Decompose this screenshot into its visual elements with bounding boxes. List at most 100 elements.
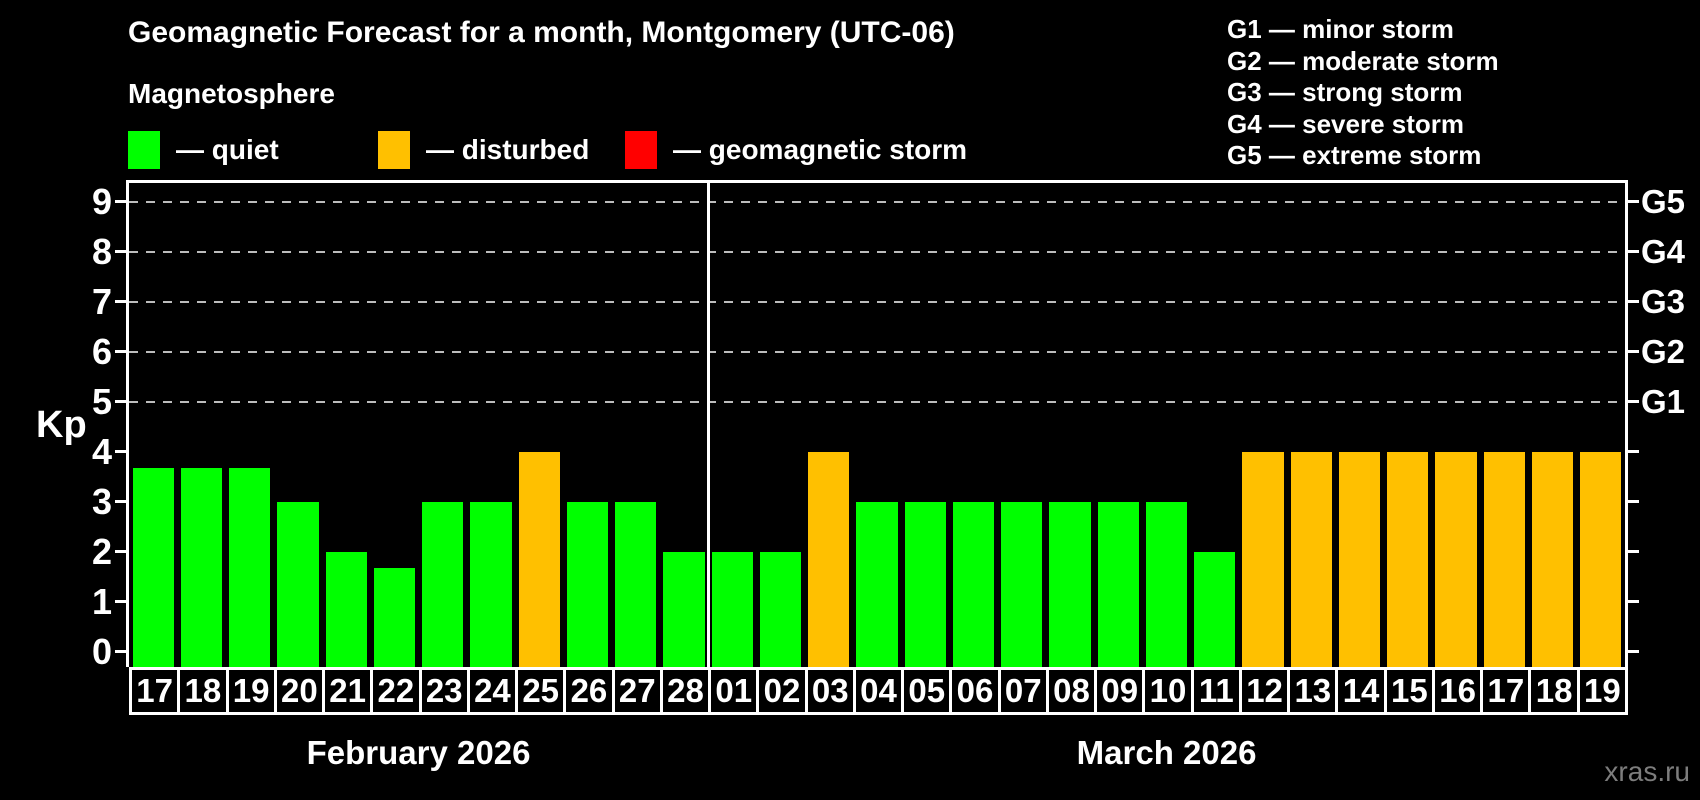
- day-tick-label: 19: [1576, 667, 1628, 715]
- g-level-label: G5: [1641, 182, 1686, 220]
- day-tick-label: 21: [322, 667, 374, 715]
- y-axis-tick: [115, 250, 129, 253]
- day-tick-label: 14: [1335, 667, 1387, 715]
- gridline-kp-9: [129, 200, 1625, 203]
- kp-bar-march-06: [952, 501, 995, 667]
- y-tick-label: 9: [91, 180, 112, 222]
- g-level-label: G3: [1641, 282, 1686, 320]
- kp-bar-march-05: [904, 501, 946, 667]
- g-level-label: G1: [1641, 382, 1686, 420]
- kp-bar-february-17: [132, 468, 174, 667]
- day-tick-label: 25: [515, 667, 567, 715]
- g-level-label: G4: [1641, 232, 1686, 270]
- month-label: March 2026: [1076, 734, 1257, 771]
- kp-bar-march-09: [1097, 501, 1139, 667]
- day-tick-label: 11: [1190, 667, 1242, 715]
- gridline-kp-7: [129, 300, 1625, 303]
- y-tick-label: 3: [91, 480, 112, 522]
- day-tick-label: 01: [708, 667, 760, 715]
- day-tick-label: 20: [273, 667, 326, 715]
- kp-bar-february-28: [663, 551, 705, 667]
- y-axis-tick: [115, 500, 129, 503]
- day-label-row: 17 18 19 20 21 22 23 24 25 26 27 28 01 02 03 04 05 06 07 08…: [129, 667, 1629, 715]
- kp-bar-march-14: [1338, 451, 1381, 667]
- chart-subtitle: Magnetosphere: [128, 78, 335, 109]
- y-axis-title: Kp: [36, 404, 87, 446]
- month-divider-line: [706, 183, 710, 667]
- page-title: Geomagnetic Forecast for a month, Montgo…: [128, 16, 955, 49]
- day-tick-label: 06: [949, 667, 1001, 715]
- day-tick-label: 26: [563, 667, 615, 715]
- kp-bar-march-19: [1580, 451, 1622, 667]
- kp-bar-march-11: [1194, 551, 1236, 667]
- kp-bar-march-15: [1387, 451, 1429, 667]
- kp-bar-march-04: [856, 501, 898, 667]
- kp-bar-march-13: [1290, 451, 1332, 667]
- right-axis-tick: [1625, 450, 1639, 453]
- y-axis-tick: [115, 650, 129, 653]
- day-tick-label: 17: [129, 667, 181, 715]
- day-tick-label: 08: [1045, 667, 1098, 715]
- kp-bar-march-01: [711, 551, 753, 667]
- plot-area: 0 1 2 3 4 5 6 7 8 9 G1 G2 G3 G4 G5: [92, 180, 1685, 672]
- day-tick-label: 27: [611, 667, 663, 715]
- y-axis-tick: [115, 600, 129, 603]
- day-tick-label: 19: [225, 667, 277, 715]
- day-tick-label: 02: [756, 667, 808, 715]
- day-tick-label: 12: [1238, 667, 1291, 715]
- g-scale-line: G5 — extreme storm: [1227, 140, 1482, 170]
- kp-bar-march-10: [1145, 501, 1188, 667]
- disturbed-color-swatch: [378, 131, 410, 169]
- day-tick-label: 18: [1528, 667, 1580, 715]
- kp-bar-february-27: [615, 501, 657, 667]
- kp-bar-march-07: [1001, 501, 1043, 667]
- day-tick-label: 13: [1287, 667, 1339, 715]
- day-tick-label: 24: [466, 667, 519, 715]
- gridline-kp-6: [129, 350, 1625, 353]
- day-tick-label: 17: [1480, 667, 1532, 715]
- right-axis-tick: [1625, 500, 1639, 503]
- kp-bar-february-26: [566, 501, 609, 667]
- y-tick-label: 2: [91, 530, 112, 572]
- kp-bar-february-23: [422, 501, 464, 667]
- y-axis-line: [126, 180, 129, 667]
- day-tick-label: 22: [370, 667, 422, 715]
- g-scale-legend: G1 — minor storm G2 — moderate storm G3 …: [1227, 14, 1499, 172]
- g-level-label: G2: [1641, 332, 1686, 370]
- right-axis-tick: [1625, 400, 1639, 403]
- legend-item-disturbed: — disturbed: [378, 130, 589, 170]
- right-axis-tick: [1625, 300, 1639, 303]
- g-scale-line: G2 — moderate storm: [1227, 45, 1499, 76]
- quiet-color-swatch: [128, 131, 160, 169]
- gridline-kp-5: [129, 400, 1625, 403]
- kp-bar-march-17: [1483, 451, 1525, 667]
- kp-bar-march-08: [1049, 501, 1091, 667]
- g-scale-line: G4 — severe storm: [1227, 108, 1465, 139]
- day-tick-label: 03: [804, 667, 856, 715]
- y-tick-label: 0: [91, 630, 112, 672]
- day-tick-label: 10: [1142, 667, 1194, 715]
- legend-item-label: — geomagnetic storm: [673, 134, 968, 165]
- day-tick-label: 15: [1383, 667, 1435, 715]
- month-label: February 2026: [306, 734, 531, 771]
- y-tick-label: 4: [91, 430, 112, 472]
- legend-item-storm: — geomagnetic storm: [625, 130, 967, 170]
- right-axis-tick: [1625, 250, 1639, 253]
- day-tick-label: 07: [997, 667, 1049, 715]
- right-axis-line: [1625, 180, 1628, 667]
- y-tick-label: 5: [91, 380, 112, 422]
- day-tick-label: 04: [852, 667, 905, 715]
- y-tick-label: 8: [91, 230, 112, 272]
- legend-item-quiet: — quiet: [128, 130, 279, 170]
- plot-top-border: [126, 180, 1628, 183]
- watermark-link[interactable]: xras.ru: [1604, 756, 1690, 787]
- kp-bar-february-20: [277, 501, 319, 667]
- kp-bar-march-12: [1242, 451, 1284, 667]
- day-tick-label: 05: [901, 667, 953, 715]
- right-axis-tick: [1625, 600, 1639, 603]
- day-tick-label: 18: [177, 667, 229, 715]
- day-tick-label: 09: [1094, 667, 1146, 715]
- y-axis-tick: [115, 300, 129, 303]
- kp-bar-march-02: [759, 551, 802, 667]
